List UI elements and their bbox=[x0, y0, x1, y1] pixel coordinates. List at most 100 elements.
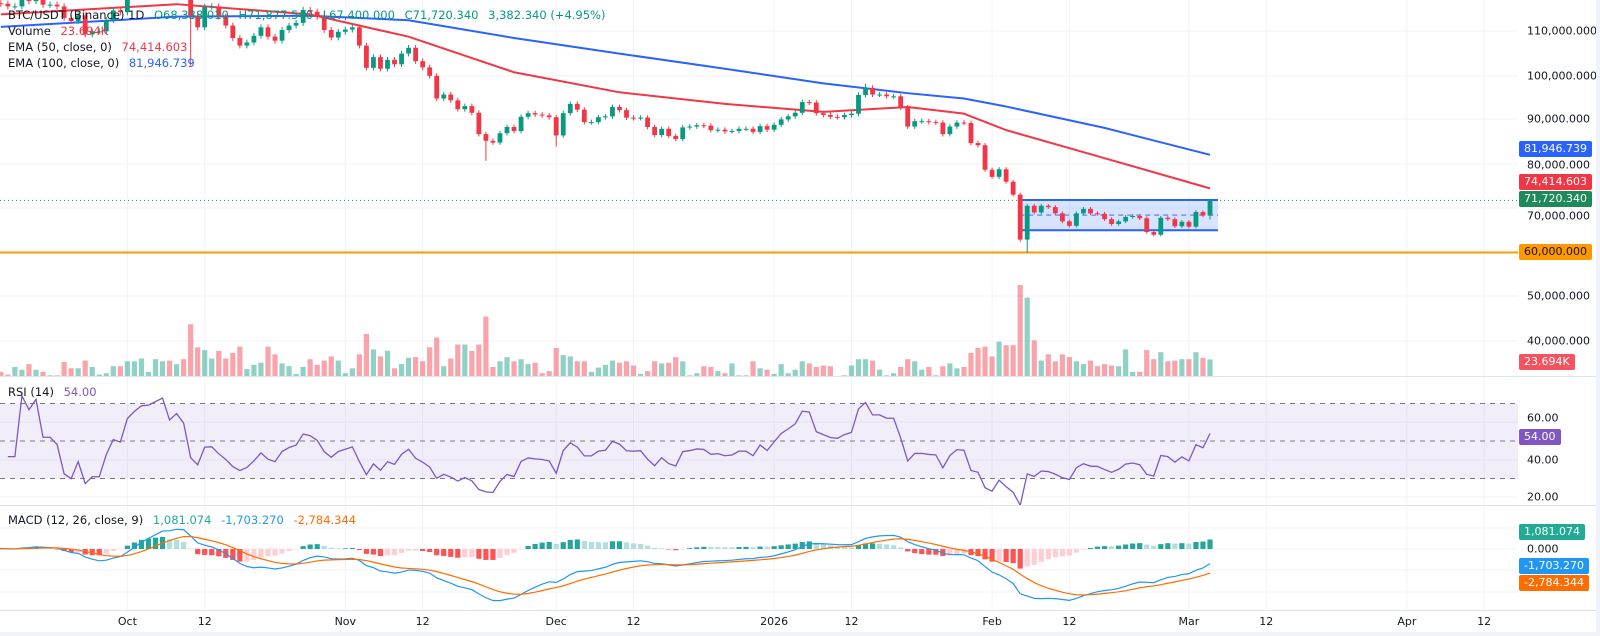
volume-bar bbox=[1045, 354, 1051, 376]
volume-bar bbox=[680, 361, 686, 376]
candle-body bbox=[996, 169, 1002, 177]
candle bbox=[356, 24, 362, 49]
ema100-legend[interactable]: EMA (100, close, 0) 81,946.739 bbox=[8, 55, 201, 71]
macd-histogram-bar bbox=[1207, 539, 1213, 549]
volume-bar bbox=[848, 365, 855, 376]
macd-histogram-bar bbox=[490, 549, 496, 560]
macd-histogram-bar bbox=[68, 549, 74, 553]
macd-histogram-bar bbox=[265, 549, 271, 557]
volume-bar bbox=[1172, 360, 1178, 376]
candle-body bbox=[856, 94, 861, 114]
candle bbox=[216, 3, 222, 20]
volume-bar bbox=[1186, 359, 1192, 376]
candle-body bbox=[258, 27, 264, 36]
candle-body bbox=[448, 94, 454, 101]
candle bbox=[799, 99, 805, 116]
candle bbox=[230, 22, 236, 41]
macd-histogram-bar bbox=[462, 549, 468, 558]
candle-body bbox=[392, 59, 397, 65]
candle-body bbox=[1067, 221, 1072, 226]
candle bbox=[300, 6, 306, 26]
macd-label: MACD (12, 26, close, 9) bbox=[8, 513, 144, 527]
volume-bar bbox=[1130, 371, 1136, 376]
macd-histogram-bar bbox=[96, 549, 102, 556]
volume-bar bbox=[757, 368, 763, 376]
volume-bar bbox=[869, 360, 876, 376]
candle-body bbox=[1130, 216, 1136, 218]
volume-value: 23.694K bbox=[60, 24, 109, 38]
candle-body bbox=[525, 113, 531, 117]
candle-body bbox=[891, 96, 897, 98]
candle-body bbox=[764, 126, 770, 130]
candle bbox=[441, 91, 447, 102]
volume-bar bbox=[462, 344, 468, 376]
volume-bar bbox=[884, 375, 890, 376]
macd-histogram-bar bbox=[1130, 543, 1136, 549]
macd-legend[interactable]: MACD (12, 26, close, 9) 1,081.074 -1,703… bbox=[8, 512, 362, 528]
candle bbox=[1031, 203, 1037, 215]
volume-bar bbox=[708, 366, 714, 376]
macd-histogram-bar bbox=[1066, 549, 1072, 556]
macd-histogram-bar bbox=[1186, 543, 1192, 549]
volume-bar bbox=[286, 366, 292, 376]
candle bbox=[961, 120, 967, 126]
volume-bar bbox=[511, 361, 517, 376]
volume-bar bbox=[659, 363, 665, 376]
symbol-legend[interactable]: BTC/USDT (Binance) 1D O68,338.010 H71,87… bbox=[8, 7, 611, 23]
candle-body bbox=[195, 15, 201, 28]
candle-body bbox=[103, 20, 109, 32]
rsi-legend[interactable]: RSI (14) 54.00 bbox=[8, 384, 103, 400]
ema50-label: EMA (50, close, 0) bbox=[8, 40, 112, 54]
macd-histogram-bar bbox=[785, 544, 791, 549]
volume-bar bbox=[82, 360, 88, 376]
macd-histogram-bar bbox=[145, 538, 152, 549]
volume-bar bbox=[926, 366, 932, 376]
candle-body bbox=[827, 114, 833, 117]
macd-histogram-bar bbox=[1087, 548, 1094, 549]
candle-body bbox=[659, 128, 665, 136]
volume-bar bbox=[89, 366, 95, 376]
price-tick: 100,000.000 bbox=[1527, 69, 1597, 83]
volume-bar bbox=[532, 362, 538, 376]
volume-bar bbox=[1073, 361, 1080, 376]
candle-body bbox=[645, 117, 650, 128]
symbol-title[interactable]: BTC/USDT (Binance) 1D bbox=[8, 8, 145, 22]
candle-body bbox=[778, 119, 784, 125]
volume-bar bbox=[722, 373, 728, 376]
candle-body bbox=[385, 59, 390, 69]
ema100-label: EMA (100, close, 0) bbox=[8, 56, 120, 70]
volume-bar bbox=[377, 356, 384, 376]
volume-legend[interactable]: Volume 23.694K bbox=[8, 23, 114, 39]
candle bbox=[778, 117, 784, 128]
candle-body bbox=[835, 116, 840, 118]
candle bbox=[476, 110, 482, 137]
macd-histogram-bar bbox=[715, 547, 721, 549]
candle-body bbox=[413, 47, 419, 62]
volume-bar bbox=[982, 346, 988, 376]
candle-body bbox=[666, 128, 672, 136]
candle-body bbox=[750, 128, 756, 132]
volume-bar bbox=[33, 369, 39, 376]
macd-histogram-bar bbox=[687, 548, 693, 549]
volume-bar bbox=[131, 361, 138, 376]
volume-bar bbox=[370, 349, 377, 376]
candle bbox=[328, 27, 334, 41]
volume-bar bbox=[434, 337, 440, 376]
candle bbox=[912, 118, 918, 129]
macd-histogram-bar bbox=[476, 549, 482, 559]
volume-bar bbox=[518, 359, 524, 376]
candle bbox=[806, 99, 812, 106]
volume-bar bbox=[1066, 357, 1072, 376]
volume-bar bbox=[237, 346, 243, 376]
candle-body bbox=[0, 3, 4, 5]
ema50-legend[interactable]: EMA (50, close, 0) 74,414.603 bbox=[8, 39, 193, 55]
macd-histogram-bar bbox=[405, 549, 412, 551]
volume-bar bbox=[152, 359, 159, 376]
candle bbox=[75, 12, 81, 25]
volume-bar bbox=[356, 354, 362, 376]
last-price-tag: 71,720.340 bbox=[1519, 191, 1592, 207]
time-tick: Dec bbox=[545, 615, 567, 628]
candle bbox=[455, 97, 461, 112]
macd-histogram-bar bbox=[448, 549, 454, 557]
